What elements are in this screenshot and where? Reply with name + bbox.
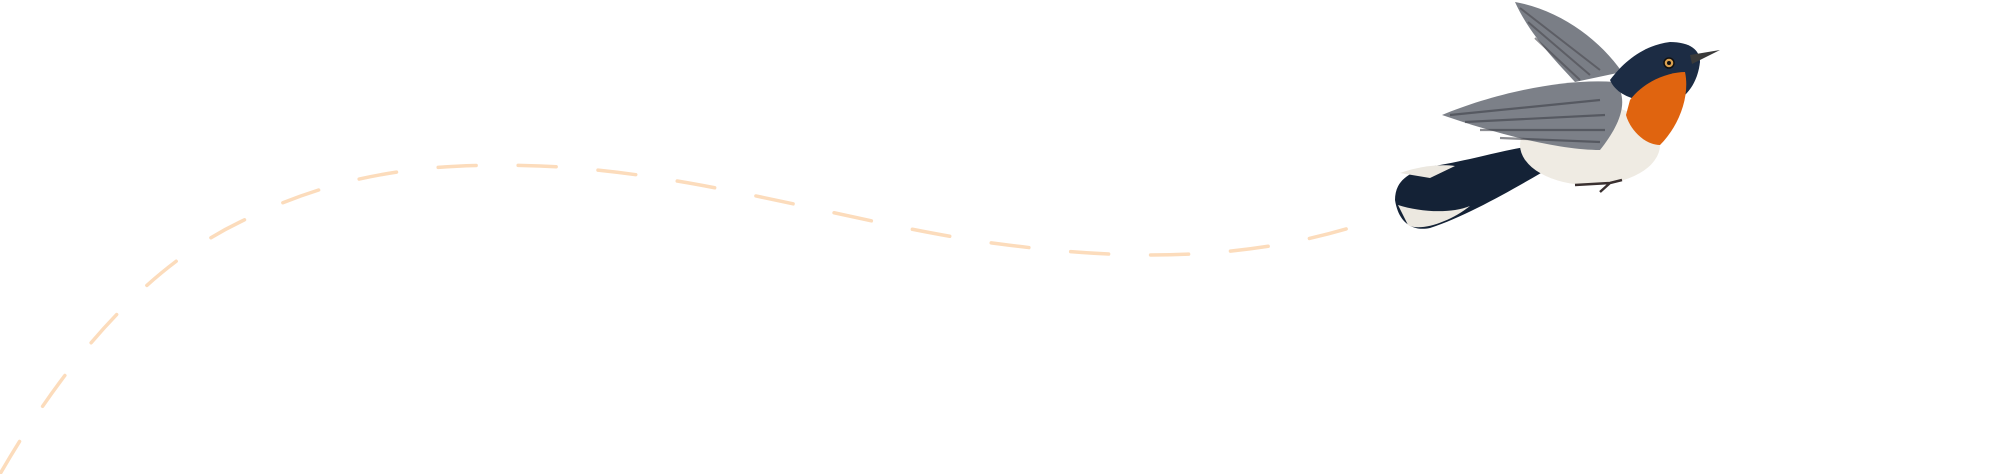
- bird-beak: [1690, 50, 1720, 64]
- dashed-flight-path: [0, 163, 1358, 474]
- bird-feet: [1574, 178, 1623, 193]
- bird-upper-wing: [1515, 2, 1622, 82]
- bird-lower-wing: [1442, 81, 1623, 150]
- bird-illustration: [1395, 2, 1720, 229]
- bird-throat: [1626, 72, 1687, 145]
